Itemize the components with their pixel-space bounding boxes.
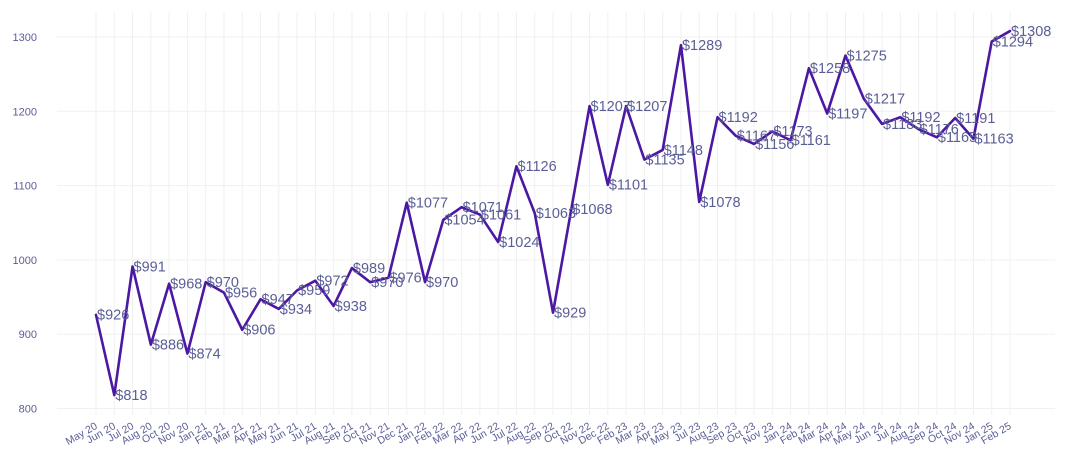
y-tick-label: 1100 — [13, 181, 37, 193]
data-label: $886 — [152, 337, 184, 353]
data-label: $1207 — [627, 99, 667, 115]
data-label: $1173 — [773, 124, 812, 140]
y-tick-label: 1300 — [13, 32, 37, 44]
data-label: $1061 — [481, 207, 521, 223]
data-label: $972 — [316, 274, 348, 290]
data-label: $1191 — [956, 111, 995, 127]
y-tick-label: 1000 — [13, 255, 37, 267]
data-label: $1217 — [865, 91, 905, 107]
y-tick-label: 900 — [19, 329, 37, 341]
data-label: $991 — [134, 259, 166, 275]
data-label: $956 — [225, 285, 257, 301]
data-label: $1078 — [700, 195, 740, 211]
data-label: $970 — [371, 275, 403, 291]
data-label: $1192 — [719, 110, 758, 126]
data-label: $906 — [243, 323, 275, 339]
data-label: $1135 — [645, 152, 684, 168]
series-line — [94, 29, 1012, 397]
y-tick-label: 800 — [19, 404, 37, 416]
data-label: $1024 — [499, 235, 539, 251]
data-label: $1156 — [755, 137, 794, 153]
data-label: $929 — [554, 305, 586, 321]
data-label: $947 — [262, 292, 294, 308]
y-grid — [57, 36, 1055, 409]
data-label: $926 — [97, 308, 129, 324]
data-label: $874 — [188, 346, 220, 362]
data-label: $1275 — [846, 48, 886, 64]
data-label: $1063 — [536, 206, 576, 222]
data-label: $818 — [115, 388, 147, 404]
data-label: $1197 — [828, 106, 867, 122]
data-label: $1163 — [974, 132, 1013, 148]
data-label: $970 — [426, 275, 458, 291]
data-label: $1258 — [810, 61, 850, 77]
y-tick-label: 1200 — [13, 106, 37, 118]
data-label: $938 — [335, 299, 367, 315]
data-label: $989 — [353, 261, 385, 277]
data-label: $1077 — [408, 196, 448, 212]
data-label: $934 — [280, 302, 312, 318]
data-labels: $926$818$991$886$968$874$970$956$906$947… — [97, 24, 1051, 404]
data-label: $1161 — [792, 133, 831, 149]
data-label: $1126 — [517, 159, 556, 175]
data-label: $970 — [207, 275, 239, 291]
data-label: $1071 — [463, 200, 503, 216]
data-label: $1176 — [920, 122, 959, 138]
data-label: $1192 — [901, 110, 940, 126]
data-label: $1308 — [1011, 24, 1051, 40]
data-label: $1068 — [572, 202, 612, 218]
data-label: $1054 — [444, 213, 484, 229]
y-axis: 800 900 1000 1100 1200 1300 — [13, 32, 37, 416]
data-label: $968 — [170, 277, 202, 293]
data-label: $1294 — [993, 34, 1033, 50]
data-label: $976 — [389, 271, 421, 287]
data-label: $1148 — [664, 143, 703, 159]
data-label: $1207 — [591, 99, 631, 115]
data-label: $1183 — [883, 117, 922, 133]
data-label: $959 — [298, 283, 330, 299]
data-label: $1167 — [737, 129, 776, 145]
data-label: $1101 — [609, 178, 648, 194]
data-label: $1165 — [938, 130, 977, 146]
data-label: $1289 — [682, 38, 722, 54]
